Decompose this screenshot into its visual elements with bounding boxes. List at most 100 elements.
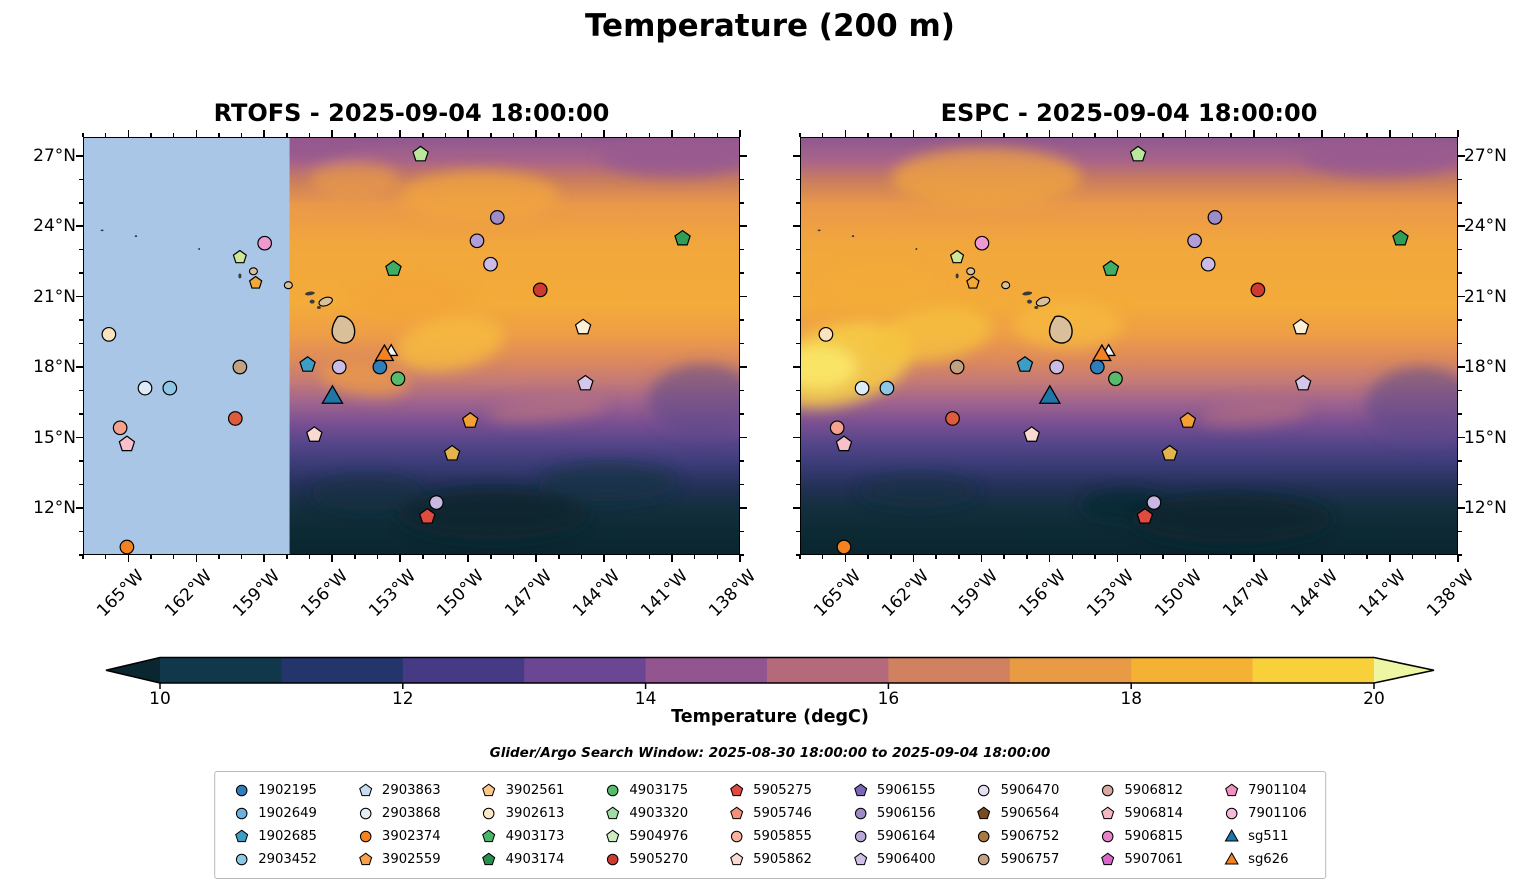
colorbar-tick-label: 14 [635,689,657,706]
island-French-Frigate [817,229,821,232]
x-tick [263,555,265,562]
x-tick-label: 153°W [365,566,421,621]
colorbar-tick-label: 16 [878,689,900,706]
x-tick [1275,555,1278,559]
y-tick [793,225,800,227]
legend-label: 3902374 [381,829,441,844]
y-tick [1458,389,1462,392]
legend-label: 5906757 [1000,852,1060,867]
float-marker [829,420,845,436]
x-tick [263,130,265,137]
x-tick [1389,555,1391,562]
y-tick-label: 24°N [33,216,76,237]
legend-label: sg626 [1248,852,1289,867]
float-marker [945,411,960,426]
float-marker [854,380,870,396]
circle-marker-icon [1102,784,1114,797]
y-tick [1458,554,1462,556]
colorbar-canvas: 10 12 14 16 18 20 [105,656,1435,706]
glider-marker-sg626 [1091,343,1112,362]
float-marker [248,275,263,289]
colorbar-band [1131,657,1254,683]
y-tick [793,366,800,368]
y-tick [1458,460,1462,462]
y-tick [1458,202,1462,204]
island-Hawaii [1048,315,1073,344]
circle-marker-icon [359,830,372,843]
legend-item-1902649: 1902649 [233,803,317,824]
colorbar-tick-label: 12 [392,689,414,706]
x-tick [535,130,537,137]
x-tick [625,555,628,559]
y-tick-label: 12°N [33,498,76,519]
x-tick [1048,130,1051,137]
x-tick [104,555,107,559]
x-tick [912,555,915,562]
float-marker [1023,426,1040,442]
legend-item-1902195: 1902195 [233,780,317,801]
legend-item-7901106: 7901106 [1223,803,1307,824]
float-marker [390,371,406,387]
y-tick-label: 27°N [33,145,76,166]
y-tick-label: 24°N [1464,216,1507,237]
legend-label: 5906164 [876,829,936,844]
y-tick-label: 18°N [33,357,76,378]
y-tick [1458,507,1465,509]
x-tick [580,555,583,559]
float-marker [1161,444,1178,461]
x-tick [127,555,130,562]
circle-marker-icon [235,807,248,820]
y-tick [76,436,83,439]
x-tick [172,555,175,559]
colorbar: 10 12 14 16 18 20 [98,656,1442,706]
legend-label: 5904976 [629,829,689,844]
y-tick [1458,295,1465,298]
legend-item-3902559: 3902559 [357,849,441,870]
x-tick [82,555,84,559]
x-tick [935,555,937,559]
x-tick [1321,555,1323,562]
x-tick [1434,555,1437,559]
y-tick [740,483,744,486]
pentagon-marker-icon [358,852,372,866]
y-tick-label: 12°N [1464,498,1507,519]
x-tick-label: 150°W [433,566,489,621]
circle-marker-icon [978,853,990,866]
y-tick [740,225,747,227]
y-tick-label: 21°N [33,286,76,307]
pentagon-marker-icon [1101,806,1115,820]
y-tick [1458,272,1462,274]
legend-label: 2903868 [381,806,441,821]
x-tick [490,555,492,559]
pentagon-marker-icon [606,806,620,820]
circle-marker-icon [978,830,990,843]
legend-item-5906814: 5906814 [1099,803,1183,824]
circle-marker-icon [978,784,990,797]
x-tick-label: 141°W [637,566,693,621]
x-tick [1003,555,1005,559]
colorbar-band [524,657,647,683]
x-tick [399,555,401,562]
y-tick [740,530,744,533]
legend-label: 5905862 [753,852,812,867]
legend-label: 4903320 [629,806,689,821]
x-tick-label: 159°W [229,566,285,621]
x-tick-label: 165°W [810,566,866,621]
y-tick-label: 15°N [1464,427,1507,448]
x-tick [1366,555,1368,559]
x-tick [444,555,447,559]
x-tick [558,555,560,559]
x-tick-label: 138°W [705,566,761,621]
x-tick [739,555,741,562]
y-tick [740,178,744,181]
legend-label: 1902649 [258,806,317,821]
x-tick [912,130,915,137]
x-tick [331,555,333,562]
y-tick [740,436,747,439]
legend-label: 5905275 [753,783,812,798]
y-tick-label: 21°N [1464,286,1507,307]
x-tick-label: 150°W [1150,566,1206,621]
island-Molokai [1022,291,1033,296]
float-marker [974,235,990,251]
legend-item-5906757: 5906757 [976,849,1060,870]
